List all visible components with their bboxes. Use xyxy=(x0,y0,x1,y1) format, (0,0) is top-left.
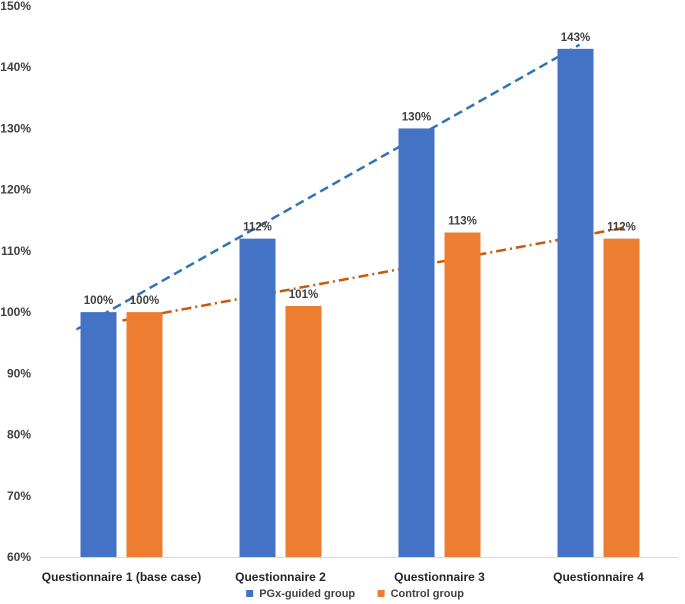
bar xyxy=(444,232,481,557)
data-label: 130% xyxy=(402,111,431,123)
x-category-label: Questionnaire 2 xyxy=(235,570,326,584)
data-label: 100% xyxy=(130,295,159,307)
legend-label: Control group xyxy=(391,588,465,600)
trendline xyxy=(75,43,581,331)
y-tick-label: 110% xyxy=(1,244,31,258)
bar xyxy=(239,238,276,557)
x-axis-categories: Questionnaire 1 (base case) Questionnaire… xyxy=(42,570,644,584)
data-label: 112% xyxy=(607,222,636,234)
x-category-label: Questionnaire 3 xyxy=(394,570,485,584)
y-tick-label: 80% xyxy=(7,428,31,442)
data-label: 112% xyxy=(243,222,272,234)
legend-swatch xyxy=(246,590,254,597)
y-axis-ticks: 60% 70% 80% 90% 100% 110% 120% 130% 140% 150% xyxy=(0,0,31,564)
y-tick-label: 120% xyxy=(0,183,31,197)
bar xyxy=(557,48,594,557)
trendlines xyxy=(75,43,626,331)
legend: PGx-guided group Control group xyxy=(246,588,464,600)
trendline xyxy=(122,226,626,322)
legend-swatch xyxy=(377,590,385,597)
bar xyxy=(126,312,163,557)
y-tick-label: 70% xyxy=(7,489,31,503)
y-tick-label: 140% xyxy=(0,60,31,74)
data-label: 143% xyxy=(561,32,590,44)
data-labels: 100% 100% 112% 101% 130% 113% 143% 112% xyxy=(84,32,636,307)
bar xyxy=(80,312,117,557)
bar xyxy=(285,305,322,557)
y-tick-label: 60% xyxy=(7,550,31,564)
y-tick-label: 100% xyxy=(0,305,31,319)
y-tick-label: 150% xyxy=(0,0,31,13)
bars xyxy=(80,48,640,557)
legend-label: PGx-guided group xyxy=(259,588,355,600)
bar xyxy=(398,128,435,557)
x-category-label: Questionnaire 4 xyxy=(553,570,644,584)
data-label: 101% xyxy=(289,289,318,301)
x-category-label: Questionnaire 1 (base case) xyxy=(42,570,201,584)
y-tick-label: 130% xyxy=(0,121,31,135)
bar xyxy=(603,238,640,557)
y-tick-label: 90% xyxy=(7,366,31,380)
data-label: 100% xyxy=(84,295,113,307)
data-label: 113% xyxy=(448,216,477,228)
